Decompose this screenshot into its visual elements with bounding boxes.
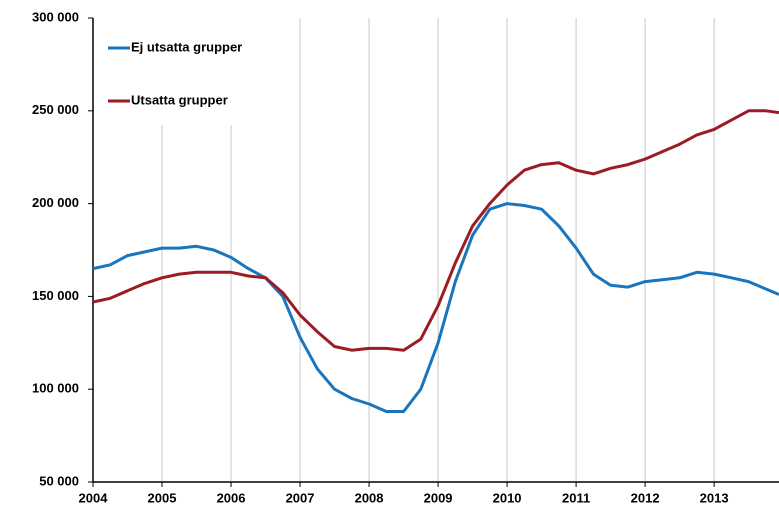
line-series bbox=[92, 109, 779, 352]
x-tick-label: 2013 bbox=[700, 490, 729, 505]
legend-box bbox=[94, 18, 286, 125]
x-tick-label: 2009 bbox=[424, 490, 453, 505]
y-tick-label: 250 000 bbox=[32, 102, 79, 117]
x-tick-label: 2007 bbox=[286, 490, 315, 505]
x-tick-label: 2010 bbox=[493, 490, 522, 505]
x-tick-label: 2011 bbox=[562, 490, 590, 505]
y-tick-label: 300 000 bbox=[32, 9, 79, 24]
y-tick-label: 100 000 bbox=[32, 381, 79, 396]
x-tick-label: 2005 bbox=[148, 490, 177, 505]
y-tick-label: 200 000 bbox=[32, 195, 79, 210]
legend-label: Ej utsatta grupper bbox=[131, 39, 242, 54]
line-series bbox=[92, 202, 779, 413]
y-tick-label: 150 000 bbox=[32, 288, 79, 303]
x-tick-label: 2006 bbox=[217, 490, 246, 505]
x-tick-label: 2004 bbox=[79, 490, 109, 505]
legend-label: Utsatta grupper bbox=[131, 92, 228, 107]
x-tick-label: 2012 bbox=[631, 490, 660, 505]
y-tick-label: 50 000 bbox=[39, 473, 79, 488]
x-tick-label: 2008 bbox=[355, 490, 384, 505]
